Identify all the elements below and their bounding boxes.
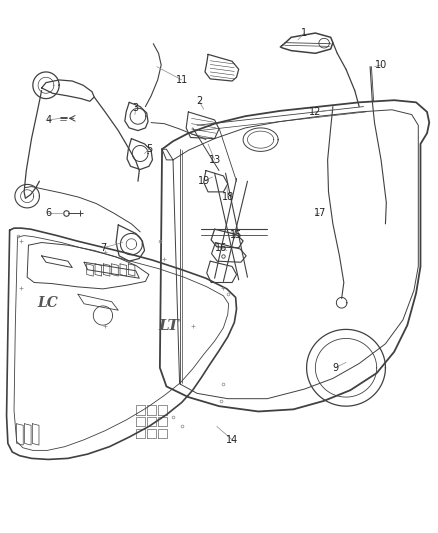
Text: 4: 4 xyxy=(45,115,51,125)
Text: 5: 5 xyxy=(146,144,152,154)
Text: 14: 14 xyxy=(226,435,238,445)
Text: 18: 18 xyxy=(222,192,234,202)
Text: 16: 16 xyxy=(215,243,227,253)
Text: 19: 19 xyxy=(198,176,210,186)
Text: LC: LC xyxy=(37,296,58,310)
Text: 7: 7 xyxy=(100,243,106,253)
Text: LT: LT xyxy=(158,319,179,333)
Text: 3: 3 xyxy=(133,103,139,112)
Text: 1: 1 xyxy=(301,28,307,38)
Text: 9: 9 xyxy=(332,363,338,373)
Text: 12: 12 xyxy=(309,107,321,117)
Text: 10: 10 xyxy=(375,60,387,70)
Text: 15: 15 xyxy=(230,230,243,239)
Text: 2: 2 xyxy=(196,96,202,106)
Text: 11: 11 xyxy=(176,75,188,85)
Text: 13: 13 xyxy=(208,155,221,165)
Text: 17: 17 xyxy=(314,208,326,218)
Text: 6: 6 xyxy=(45,208,51,218)
